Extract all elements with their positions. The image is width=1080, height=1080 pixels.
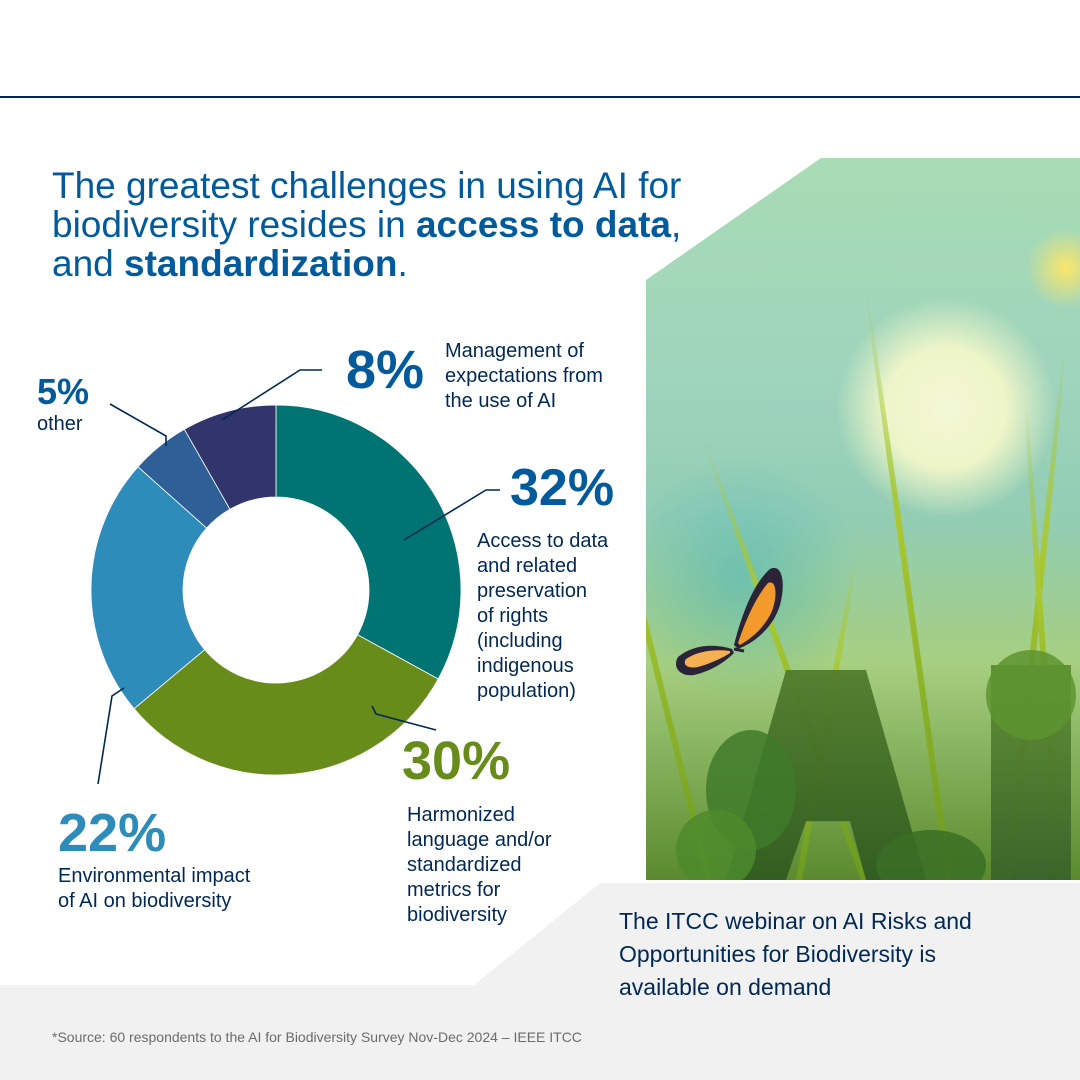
foliage — [876, 830, 986, 880]
foliage — [676, 810, 756, 880]
pct-label-8: 8% — [346, 340, 425, 400]
pct-label-30: 30% — [402, 731, 511, 791]
label-line: population) — [477, 680, 576, 702]
label-32: Access to data and related preservation … — [477, 529, 608, 704]
top-divider — [0, 96, 1080, 98]
foliage — [986, 650, 1076, 740]
leader-lines — [97, 369, 500, 785]
label-line: Harmonized — [407, 804, 515, 826]
label-line: other — [37, 413, 83, 435]
leader-line-30 — [371, 705, 437, 731]
leader-line-8 — [221, 369, 322, 421]
label-line: of AI on biodiversity — [58, 890, 232, 912]
label-line: Access to data — [477, 530, 609, 552]
title-emphasis-standardization: standardization — [124, 243, 398, 284]
label-30: Harmonized language and/or standardized … — [407, 803, 552, 928]
label-22: Environmental impact of AI on biodiversi… — [58, 864, 250, 914]
title-emphasis-access: access to data — [415, 204, 672, 245]
label-line: expectations from — [445, 365, 603, 387]
title-text: The greatest challenges in using AI for … — [52, 165, 682, 245]
label-line: indigenous — [477, 655, 574, 677]
webinar-line: Opportunities for Biodiversity is — [619, 941, 937, 967]
label-line: metrics for — [407, 879, 501, 901]
leader-line-5 — [109, 403, 167, 446]
pct-label-32: 32% — [510, 459, 615, 517]
label-line: and related — [477, 555, 578, 577]
label-line: of rights — [477, 605, 549, 627]
label-line: preservation — [477, 580, 588, 602]
source-footnote: *Source: 60 respondents to the AI for Bi… — [52, 1029, 582, 1045]
butterfly-icon — [675, 567, 783, 676]
pct-label-22: 22% — [58, 803, 167, 863]
pct-label-5: 5% — [37, 371, 90, 412]
label-8: Management of expectations from the use … — [445, 339, 603, 414]
label-line: Management of — [445, 340, 584, 362]
label-line: standardized — [407, 854, 522, 876]
hero-image — [646, 158, 1080, 880]
webinar-line: The ITCC webinar on AI Risks and — [619, 908, 972, 934]
title-text: . — [397, 243, 408, 284]
label-line: Environmental impact — [58, 865, 251, 887]
webinar-line: available on demand — [619, 974, 832, 1000]
donut-segment — [90, 466, 208, 710]
leader-line-32 — [403, 489, 500, 541]
donut-segment — [275, 404, 462, 680]
donut-segment — [183, 404, 277, 510]
leader-line-22 — [97, 687, 125, 785]
label-line: (including — [477, 630, 563, 652]
label-line: the use of AI — [445, 390, 557, 412]
label-5: other — [37, 412, 83, 437]
label-line: language and/or — [407, 829, 552, 851]
label-line: biodiversity — [407, 904, 508, 926]
page-title: The greatest challenges in using AI for … — [52, 166, 692, 283]
webinar-callout[interactable]: The ITCC webinar on AI Risks and Opportu… — [619, 905, 1039, 1004]
donut-segment — [133, 634, 439, 776]
donut-segments — [90, 404, 462, 776]
title-text: , and — [52, 204, 682, 284]
